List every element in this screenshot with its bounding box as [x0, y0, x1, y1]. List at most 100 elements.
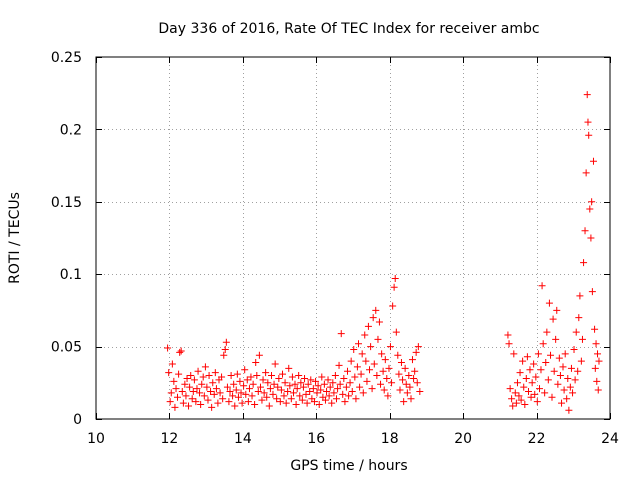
data-point [223, 383, 231, 391]
data-point [328, 399, 336, 407]
data-point [310, 398, 318, 406]
data-point [362, 357, 370, 365]
data-point [198, 380, 206, 388]
data-point [374, 335, 382, 343]
data-point [591, 364, 599, 372]
data-point [165, 369, 173, 377]
data-point [177, 347, 185, 355]
data-point [285, 364, 293, 372]
data-point [220, 351, 228, 359]
data-point [523, 353, 531, 361]
data-point [372, 306, 380, 314]
data-point [351, 373, 359, 381]
data-point [181, 380, 189, 388]
data-point [509, 402, 517, 410]
data-point [552, 335, 560, 343]
data-point [593, 377, 601, 385]
data-point [583, 91, 591, 99]
data-point [314, 382, 322, 390]
data-point [553, 306, 561, 314]
data-point [572, 328, 580, 336]
data-point [567, 364, 575, 372]
data-point [539, 340, 547, 348]
data-point [168, 360, 176, 368]
x-axis-label: GPS time / hours [290, 458, 407, 474]
data-point [292, 401, 300, 409]
data-point [367, 343, 375, 351]
data-point [560, 386, 568, 394]
data-point [397, 359, 405, 367]
data-point [185, 402, 193, 410]
data-point [253, 372, 261, 380]
data-point [347, 357, 355, 365]
data-markers [164, 91, 603, 414]
data-point [534, 350, 542, 358]
data-point [336, 380, 344, 388]
data-point [505, 340, 513, 348]
data-point [566, 383, 574, 391]
data-point [370, 360, 378, 368]
data-point [259, 376, 267, 384]
data-point [258, 396, 266, 404]
data-point [229, 392, 237, 400]
x-tick-label: 22 [528, 431, 546, 447]
data-point [589, 157, 597, 165]
data-point [519, 357, 527, 365]
x-tick-label: 18 [381, 431, 399, 447]
x-tick-label: 12 [161, 431, 179, 447]
data-point [332, 395, 340, 403]
y-tick-labels: 0 0.05 0.1 0.15 0.2 0.25 [51, 50, 82, 428]
data-point [528, 379, 536, 387]
data-point [575, 314, 583, 322]
data-point [595, 357, 603, 365]
data-point [555, 354, 563, 362]
data-point [192, 398, 200, 406]
chart-title: Day 336 of 2016, Rate Of TEC Index for r… [158, 21, 539, 37]
data-point [178, 387, 186, 395]
data-point [196, 389, 204, 397]
data-point [299, 383, 307, 391]
data-point [317, 386, 325, 394]
data-point [544, 376, 552, 384]
data-point [392, 328, 400, 336]
data-point [563, 395, 571, 403]
data-point [265, 402, 273, 410]
data-point [208, 403, 216, 411]
data-point [512, 399, 520, 407]
data-point [320, 380, 328, 388]
data-point [256, 383, 264, 391]
data-point [227, 372, 235, 380]
x-tick-label: 16 [307, 431, 325, 447]
data-point [193, 385, 201, 393]
data-point [532, 373, 540, 381]
data-point [254, 387, 262, 395]
data-point [271, 360, 279, 368]
data-point [207, 387, 215, 395]
data-point [373, 372, 381, 380]
data-point [326, 383, 334, 391]
data-point [274, 383, 282, 391]
data-point [526, 366, 534, 374]
data-point [179, 399, 187, 407]
data-point [341, 398, 349, 406]
y-tick-label: 0 [73, 412, 82, 428]
data-point [251, 401, 259, 409]
data-point [353, 363, 361, 371]
data-point [564, 374, 572, 382]
data-point [542, 359, 550, 367]
data-point [378, 350, 386, 358]
data-point [201, 363, 209, 371]
data-point [170, 377, 178, 385]
data-point [287, 395, 295, 403]
data-point [313, 389, 321, 397]
data-point [222, 338, 230, 346]
data-point [174, 393, 182, 401]
data-point [407, 395, 415, 403]
data-point [369, 314, 377, 322]
data-point [194, 367, 202, 375]
data-point [390, 283, 398, 291]
data-point [330, 389, 338, 397]
data-point [187, 372, 195, 380]
data-point [205, 372, 213, 380]
